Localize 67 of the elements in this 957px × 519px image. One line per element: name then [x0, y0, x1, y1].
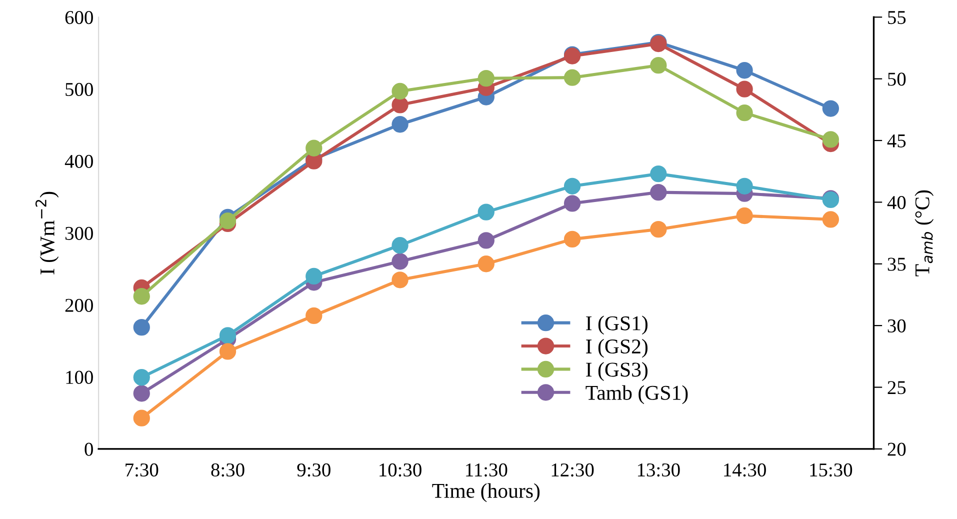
- y2-tick-label: 35: [888, 258, 906, 271]
- y-tick-label: 100: [66, 370, 93, 384]
- point: [736, 104, 753, 122]
- point: [392, 253, 408, 270]
- y-axis-title: I (Wm$^{−2}$): [35, 192, 59, 274]
- point: [736, 62, 753, 79]
- y2-tick-label: 55: [888, 11, 906, 24]
- y2-tick-label: 40: [887, 196, 906, 210]
- point: [478, 256, 494, 272]
- point: [133, 288, 150, 305]
- point: [822, 100, 840, 117]
- y2-tick-label: 25: [888, 381, 906, 394]
- point: [392, 116, 408, 133]
- x-tick-label: 7:30: [126, 463, 158, 477]
- legend-label: I (GS3): [586, 362, 648, 381]
- point: [478, 204, 494, 220]
- y2-tick-label: 45: [887, 134, 906, 148]
- point: [564, 69, 581, 86]
- y-tick-label: 0: [84, 442, 93, 456]
- legend-label: Tamb (GS1): [586, 385, 688, 404]
- y-tick-label: 500: [66, 82, 93, 96]
- point: [736, 80, 753, 98]
- point: [219, 212, 236, 230]
- x-axis-title: Time (hours): [432, 483, 540, 502]
- point: [564, 195, 581, 212]
- legend-label: I (GS1): [586, 316, 648, 335]
- point: [133, 369, 150, 386]
- point: [133, 385, 150, 402]
- point: [392, 96, 408, 114]
- x-tick-label: 14:30: [724, 463, 766, 477]
- point: [564, 178, 581, 194]
- x-tick-label: 8:30: [211, 463, 244, 477]
- point: [822, 131, 840, 148]
- point: [133, 318, 150, 336]
- point: [306, 307, 322, 324]
- y-tick-label: 300: [65, 226, 93, 240]
- y-tick-label: 600: [65, 10, 93, 24]
- x-tick-label: 12:30: [552, 463, 594, 477]
- x-tick-label: 15:30: [810, 463, 852, 477]
- point: [133, 410, 150, 426]
- point: [822, 211, 840, 228]
- point: [736, 178, 753, 194]
- point: [650, 220, 667, 238]
- point: [650, 57, 667, 74]
- y-tick-label: 200: [65, 298, 93, 312]
- point: [650, 184, 667, 201]
- y2-tick-label: 20: [888, 442, 906, 456]
- point: [564, 230, 581, 248]
- point: [478, 232, 494, 249]
- x-tick-label: 10:30: [380, 463, 422, 477]
- y-tick-label: 400: [64, 154, 93, 168]
- x-tick-label: 11:30: [466, 463, 508, 477]
- legend-label: I (GS2): [586, 338, 648, 358]
- point: [736, 207, 753, 224]
- y2-tick-label: 30: [888, 319, 906, 332]
- x-tick-label: 13:30: [638, 463, 680, 477]
- x-tick-label: 9:30: [297, 463, 330, 477]
- point: [392, 272, 408, 288]
- y2-tick-label: 50: [888, 72, 906, 86]
- point: [306, 140, 322, 156]
- point: [478, 70, 494, 87]
- point: [219, 343, 236, 360]
- y2-axis-title: T$_{amb}$ (°C): [914, 190, 934, 276]
- point: [306, 268, 322, 285]
- point: [392, 237, 408, 254]
- point: [650, 165, 667, 182]
- point: [392, 82, 408, 100]
